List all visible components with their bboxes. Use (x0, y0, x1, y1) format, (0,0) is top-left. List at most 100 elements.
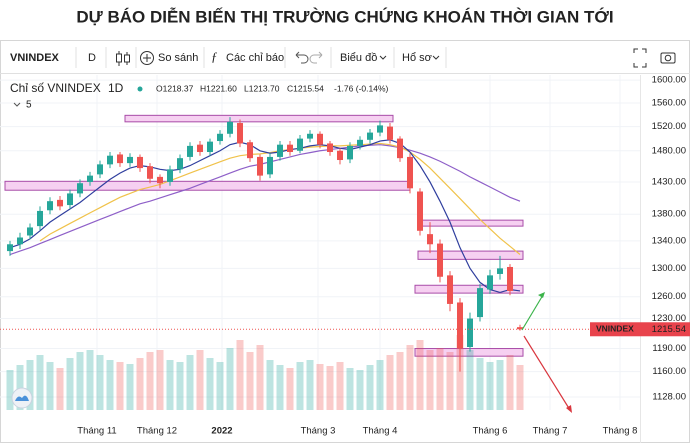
volume-bar (276, 365, 284, 410)
volume-bar (286, 368, 294, 410)
status-dot (137, 86, 143, 92)
candle-body (137, 156, 143, 169)
undo-icon[interactable] (295, 51, 309, 64)
moving-average (9, 144, 521, 256)
redo-icon[interactable] (309, 51, 323, 64)
candle-body (397, 138, 403, 159)
ohlc-open: O1218.37 (156, 83, 194, 93)
price-badge-value: 1215.54 (652, 324, 686, 335)
y-tick-label: 1300.00 (652, 263, 686, 274)
candle-body (67, 193, 73, 206)
ohlc-close: C1215.54 (287, 83, 324, 93)
candle-body (367, 132, 373, 140)
forecast-down-arrow (523, 335, 572, 413)
candle-body (317, 133, 323, 145)
fullscreen-icon[interactable] (633, 48, 647, 68)
chart-menu[interactable]: Biểu đồ (340, 52, 377, 64)
volume-bar (46, 362, 54, 410)
y-tick-label: 1190.00 (652, 343, 686, 354)
price-zone (124, 114, 394, 123)
compare-label[interactable]: So sánh (158, 52, 198, 64)
candle-body (417, 191, 423, 231)
volume-bar (176, 362, 184, 410)
price-badge (590, 322, 690, 337)
candle-body (337, 150, 343, 161)
candle-body (127, 156, 133, 164)
volume-bar (256, 345, 264, 410)
indicators-icon[interactable]: ƒ (211, 49, 218, 64)
volume-bar (116, 362, 124, 410)
volume-bar (216, 362, 224, 410)
dropdown-caret (379, 55, 387, 60)
volume-bar (106, 360, 114, 410)
indicator-count[interactable]: 5 (26, 100, 32, 111)
volume-bar (296, 362, 304, 410)
candle-body (87, 175, 93, 182)
y-tick-label: 1380.00 (652, 209, 686, 220)
interval-button[interactable]: D (88, 52, 96, 64)
ohlc-change: -1.76 (-0.14%) (334, 83, 388, 93)
candle-body (357, 139, 363, 146)
volume-bar (406, 345, 414, 410)
volume-bar (426, 350, 434, 410)
volume-bar (136, 358, 144, 410)
candle-body (457, 302, 463, 349)
candle-body (427, 234, 433, 245)
volume-bar (516, 365, 524, 410)
volume-bar (236, 340, 244, 410)
indicators-label[interactable]: Các chỉ báo (226, 52, 284, 64)
logo (11, 387, 33, 409)
volume-bar (336, 362, 344, 410)
candle-body (437, 243, 443, 277)
y-tick-label: 1260.00 (652, 291, 686, 302)
volume-bar (356, 370, 364, 410)
x-tick-label: Tháng 7 (533, 426, 568, 437)
chart-type-icon[interactable] (116, 51, 130, 66)
candle-body (327, 143, 333, 153)
volume-bar (26, 360, 34, 410)
candle-body (197, 144, 203, 153)
candle-body (447, 275, 453, 304)
profile-menu[interactable]: Hổ sơ (402, 52, 432, 64)
candle-body (217, 133, 223, 142)
x-tick-label: Tháng 12 (137, 426, 177, 437)
y-tick-label: 1600.00 (652, 75, 686, 86)
toolbar: VNINDEX D So sánh ƒ Các chỉ báo Biểu đồ … (10, 47, 676, 68)
y-tick-label: 1430.00 (652, 176, 686, 187)
dropdown-caret (432, 55, 440, 60)
volume-bar (326, 366, 334, 410)
price-zone (414, 284, 524, 294)
legend-title: Chỉ số VNINDEX (10, 81, 101, 95)
y-tick-label: 1230.00 (652, 313, 686, 324)
candle-body (517, 327, 523, 330)
volume-bar (376, 360, 384, 410)
volume-bar (6, 370, 14, 410)
y-tick-label: 1128.00 (652, 392, 686, 403)
candle-body (247, 142, 253, 159)
volume-bar (266, 360, 274, 410)
volume-bar (466, 350, 474, 410)
symbol[interactable]: VNINDEX (10, 52, 60, 64)
volume-bar (396, 352, 404, 410)
volume-bar (146, 352, 154, 410)
volume-bar (196, 350, 204, 410)
ohlc-high: H1221.60 (200, 83, 237, 93)
volume-bar (186, 355, 194, 410)
volume-bar (66, 358, 74, 410)
compare-button[interactable] (140, 51, 154, 65)
volume-bar (206, 358, 214, 410)
candle-body (147, 166, 153, 179)
y-tick-label: 1160.00 (652, 366, 686, 377)
collapse-caret[interactable] (13, 102, 21, 107)
legend: Chỉ số VNINDEX 1D O1218.37 H1221.60 L121… (10, 81, 388, 110)
x-tick-label: Tháng 8 (603, 426, 638, 437)
snapshot-icon[interactable] (660, 52, 676, 64)
volume-bar (476, 358, 484, 410)
candle-body (17, 237, 23, 245)
volume-bar (446, 352, 454, 410)
volume-bar (506, 355, 514, 410)
candle-body (47, 201, 53, 211)
candle-body (377, 125, 383, 133)
volume-bar (16, 365, 24, 410)
volume-bar (56, 368, 64, 410)
